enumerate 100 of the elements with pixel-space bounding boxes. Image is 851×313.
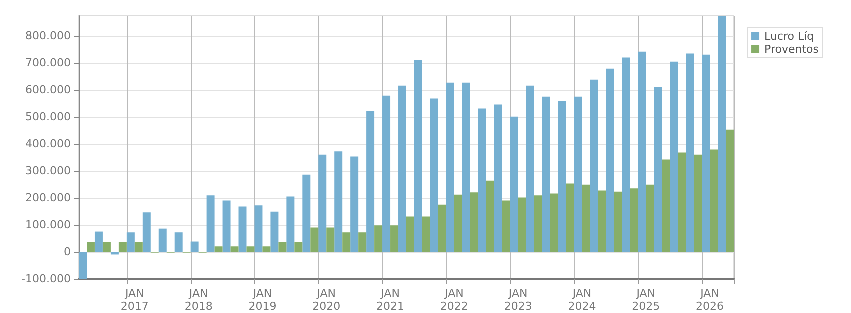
bar [478, 108, 486, 252]
bar [710, 150, 718, 252]
bar [646, 184, 654, 252]
bar [86, 242, 95, 252]
bar [462, 82, 470, 252]
bar [550, 194, 558, 252]
bar [694, 154, 702, 252]
x-tick-label: JAN 2024 [568, 287, 596, 313]
bar [630, 188, 638, 252]
bar [590, 80, 598, 252]
bar [438, 204, 446, 252]
bar [526, 86, 534, 252]
bar [494, 104, 502, 252]
bar [670, 62, 678, 252]
bar [574, 96, 582, 252]
y-tick-label: -100.000 [22, 272, 71, 286]
x-tick-label: JAN 2017 [120, 287, 149, 313]
bar [662, 160, 670, 252]
bar [622, 58, 630, 252]
y-tick-label: 0 [64, 246, 71, 259]
bar [702, 54, 710, 252]
bar [406, 216, 414, 252]
bar [94, 232, 103, 252]
bar [270, 212, 279, 252]
x-tick-label: JAN 2021 [376, 287, 405, 313]
bar [206, 196, 215, 252]
bar [718, 16, 726, 252]
bar [230, 246, 239, 252]
bar [614, 192, 622, 252]
bar [726, 130, 734, 252]
bar [158, 228, 167, 252]
bar [126, 232, 135, 252]
bar [374, 226, 383, 252]
bar [558, 100, 566, 252]
bar [486, 180, 494, 252]
bar [598, 190, 606, 252]
y-tick-label: 200.000 [26, 192, 71, 205]
x-tick-label: JAN 2025 [632, 287, 660, 313]
bar [390, 226, 399, 252]
bar [510, 116, 518, 252]
bar [79, 252, 87, 279]
bar [262, 246, 271, 252]
x-tick-label: JAN 2019 [248, 287, 277, 313]
bar [446, 82, 454, 252]
legend-label: Lucro Líq [764, 30, 814, 43]
bar [118, 242, 127, 252]
bar [102, 242, 111, 252]
bar [254, 206, 263, 252]
bar [678, 152, 686, 252]
bar [286, 196, 295, 252]
x-tick-label: JAN 2023 [504, 287, 532, 313]
bar [302, 174, 311, 252]
legend-label: Proventos [764, 43, 820, 56]
bar [142, 212, 151, 252]
bar [638, 52, 646, 252]
bar [222, 200, 231, 252]
bar [334, 152, 343, 252]
y-tick-label: 500.000 [26, 110, 71, 124]
bar [174, 232, 183, 252]
bar [566, 184, 574, 252]
y-tick-label: 600.000 [26, 84, 71, 97]
bar [190, 242, 199, 252]
bar [318, 154, 327, 252]
bar [398, 86, 406, 252]
bar [214, 246, 223, 252]
bar [382, 96, 391, 252]
bar [422, 216, 430, 252]
bar [278, 242, 287, 252]
bar [470, 192, 478, 252]
bar [582, 184, 590, 252]
bar [342, 232, 351, 252]
bar [502, 200, 510, 252]
y-tick-label: 800.000 [26, 30, 71, 43]
y-tick-label: 100.000 [26, 218, 71, 232]
bar [350, 156, 359, 252]
bar [246, 246, 255, 252]
x-tick-label: JAN 2022 [440, 287, 468, 313]
x-tick-label: JAN 2026 [696, 287, 724, 313]
bar [358, 232, 367, 252]
bar [430, 98, 438, 252]
bar [310, 228, 319, 252]
bar [414, 60, 422, 252]
bar [326, 228, 335, 252]
bar [366, 110, 375, 252]
bar [542, 96, 550, 252]
bar [518, 198, 526, 252]
bar [606, 68, 614, 252]
y-tick-label: 300.000 [26, 164, 71, 178]
bar [686, 54, 694, 252]
bar [294, 242, 303, 252]
bar [110, 252, 119, 255]
x-tick-label: JAN 2020 [312, 287, 341, 313]
bar [534, 196, 542, 252]
bar [454, 194, 462, 252]
bar [238, 206, 247, 252]
y-tick-label: 400.000 [26, 138, 71, 151]
y-tick-label: 700.000 [26, 56, 71, 70]
bar [654, 86, 662, 252]
x-tick-label: JAN 2018 [184, 287, 213, 313]
bar [134, 242, 143, 252]
